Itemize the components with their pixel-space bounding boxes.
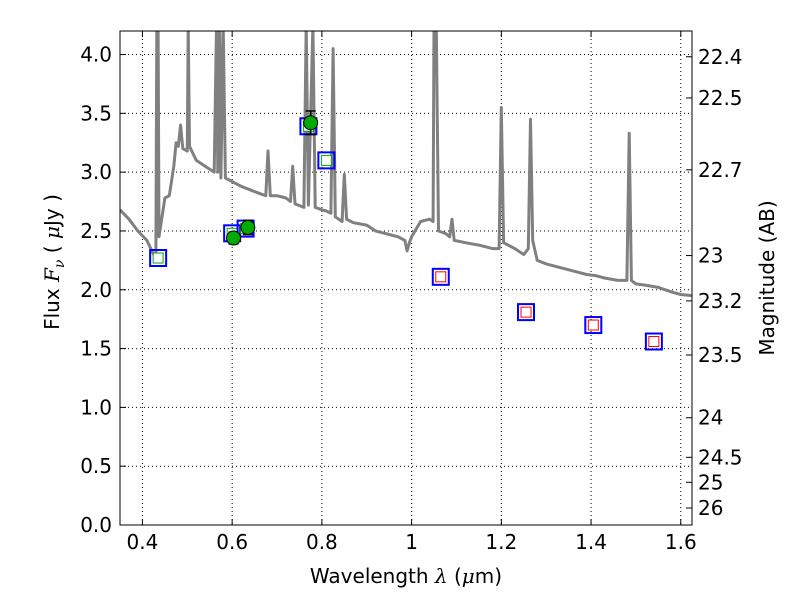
- y-tick-label: 3.5: [80, 101, 112, 125]
- x-axis-label-open: (: [448, 564, 462, 588]
- y2-tick-label: 23.2: [698, 289, 743, 313]
- observed-point: [303, 115, 319, 131]
- y-tick-label: 2.0: [80, 278, 112, 302]
- spectrum-line: [120, 31, 692, 298]
- labels-layer: 0.4 0.6 0.8 1 1.2 1.4 1.6 0.0 0.5 1.0 1.5 2.0 2.5 3.0…: [80, 43, 742, 554]
- observed-point: [240, 219, 256, 235]
- y-tick-label: 4.0: [80, 43, 112, 67]
- x-axis-label-prefix: Wavelength: [310, 564, 435, 588]
- x-tick-label: 1: [405, 530, 418, 554]
- x-tick-label: 1.2: [485, 530, 517, 554]
- x-tick-label: 1.6: [665, 530, 697, 554]
- grid-layer: [120, 31, 692, 525]
- y2-axis-label: Magnitude (AB): [755, 200, 779, 355]
- model-point-inner: [435, 271, 447, 283]
- y-axis-label-mu: μ: [40, 226, 64, 239]
- model-point-box: [517, 303, 536, 322]
- x-axis-label: Wavelength λ (μm): [310, 564, 502, 588]
- y-axis-label-prefix: Flux: [40, 282, 64, 330]
- y2-tick-label: 26: [698, 496, 723, 520]
- plot-layer: [120, 31, 692, 351]
- y-tick-label: 2.5: [80, 219, 112, 243]
- y-tick-label: 0.0: [80, 513, 112, 537]
- x-axis-label-unit: m): [475, 564, 502, 588]
- y2-tick-label: 23.5: [698, 343, 743, 367]
- y-tick-label: 1.5: [80, 337, 112, 361]
- y-axis-label: Flux Fν ( μJy ): [40, 194, 68, 330]
- model-point-box: [431, 267, 450, 286]
- x-tick-label: 0.4: [127, 530, 159, 554]
- model-point-inner: [587, 319, 599, 331]
- model-point-box: [644, 332, 663, 351]
- x-tick-label: 0.6: [216, 530, 248, 554]
- model-point-inner: [520, 306, 532, 318]
- y-axis-label-subscript: ν: [52, 259, 68, 268]
- y-tick-label: 0.5: [80, 454, 112, 478]
- x-axis-label-symbol: λ: [434, 564, 448, 588]
- model-point-box: [317, 151, 336, 170]
- x-tick-label: 1.4: [575, 530, 607, 554]
- model-point-box: [584, 316, 603, 335]
- model-point-inner: [152, 252, 164, 264]
- ticks-layer: [120, 31, 692, 526]
- y-tick-label: 3.0: [80, 160, 112, 184]
- model-point-inner: [320, 154, 332, 166]
- y2-tick-label: 22.5: [698, 86, 743, 110]
- observed-point: [226, 230, 242, 246]
- y2-tick-label: 23: [698, 244, 723, 268]
- plot-frame: [119, 30, 693, 526]
- y2-tick-label: 24.5: [698, 445, 743, 469]
- model-point-box: [149, 249, 168, 268]
- y-tick-label: 1.0: [80, 395, 112, 419]
- y-axis-label-open: (: [40, 239, 64, 260]
- y2-tick-label: 24: [698, 406, 723, 430]
- y2-tick-label: 22.4: [698, 45, 743, 69]
- x-axis-label-mu: μ: [462, 564, 475, 588]
- x-tick-label: 0.8: [306, 530, 338, 554]
- y-axis-label-symbol: F: [40, 267, 64, 283]
- model-point-inner: [648, 336, 660, 348]
- y2-tick-label: 22.7: [698, 158, 743, 182]
- y2-tick-label: 25: [698, 470, 723, 494]
- y-axis-label-unit: Jy ): [40, 194, 64, 228]
